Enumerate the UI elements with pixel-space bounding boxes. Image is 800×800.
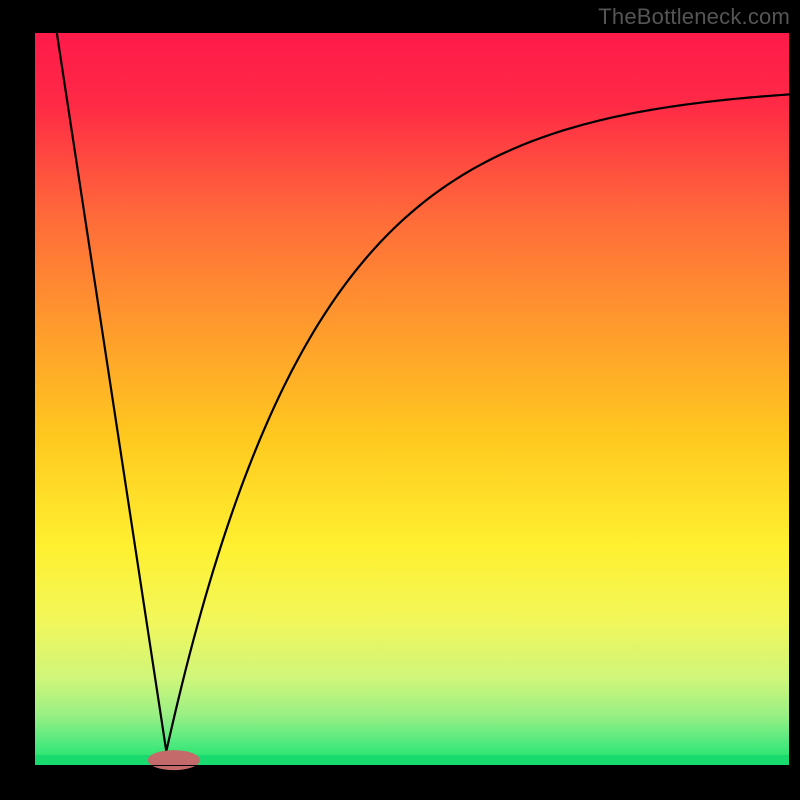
- optimal-point-marker: [148, 750, 200, 770]
- bottleneck-chart: [0, 0, 800, 800]
- watermark-text: TheBottleneck.com: [598, 4, 790, 30]
- chart-container: TheBottleneck.com: [0, 0, 800, 800]
